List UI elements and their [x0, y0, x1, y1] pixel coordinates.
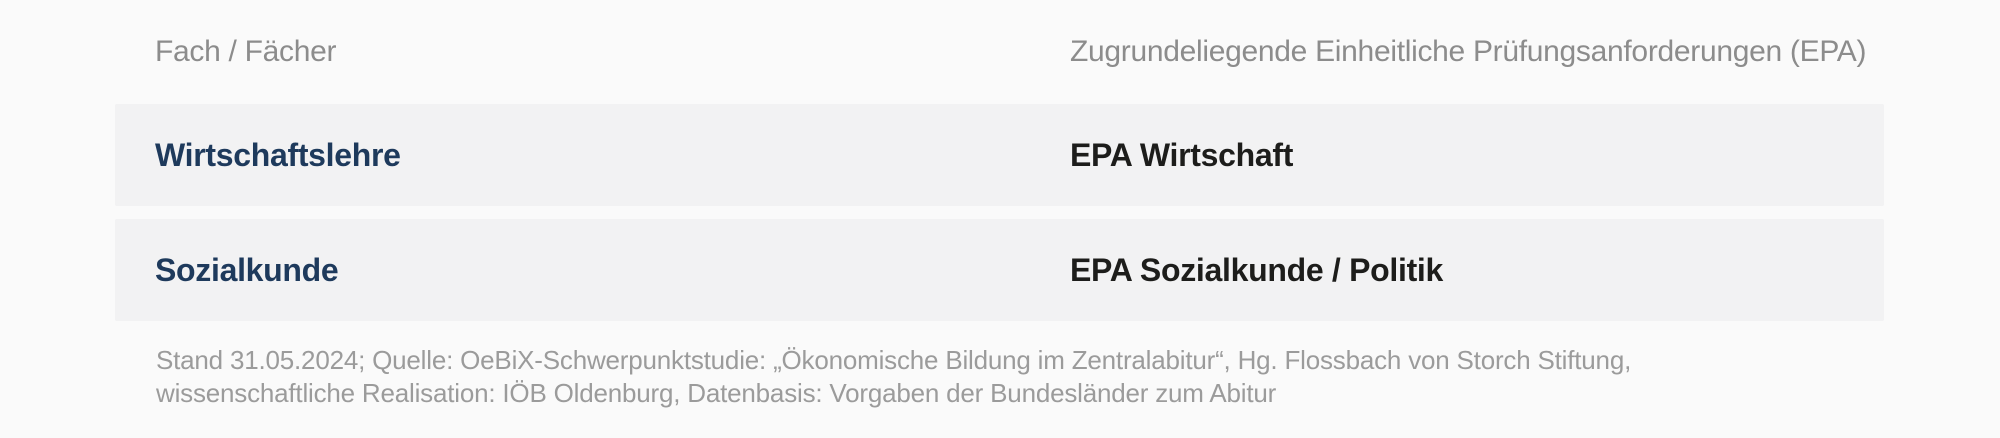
epa-cell: EPA Sozialkunde / Politik [1070, 251, 1444, 288]
subject-cell: Sozialkunde [155, 251, 339, 288]
subject-cell: Wirtschaftslehre [155, 136, 401, 173]
table-row: Sozialkunde EPA Sozialkunde / Politik [115, 219, 1884, 321]
source-footnote-line1: Stand 31.05.2024; Quelle: OeBiX-Schwerpu… [156, 345, 1632, 375]
source-footnote: Stand 31.05.2024; Quelle: OeBiX-Schwerpu… [115, 344, 1884, 410]
epa-cell: EPA Wirtschaft [1070, 136, 1294, 173]
column-header-epa: Zugrundeliegende Einheitliche Prüfungsan… [1070, 35, 1867, 68]
source-footnote-line2: wissenschaftliche Realisation: IÖB Olden… [156, 378, 1277, 408]
table-row: Wirtschaftslehre EPA Wirtschaft [115, 104, 1884, 206]
epa-table: Fach / Fächer Zugrundeliegende Einheitli… [115, 0, 1884, 410]
table-header-row: Fach / Fächer Zugrundeliegende Einheitli… [115, 0, 1884, 104]
column-header-fach: Fach / Fächer [155, 35, 337, 68]
